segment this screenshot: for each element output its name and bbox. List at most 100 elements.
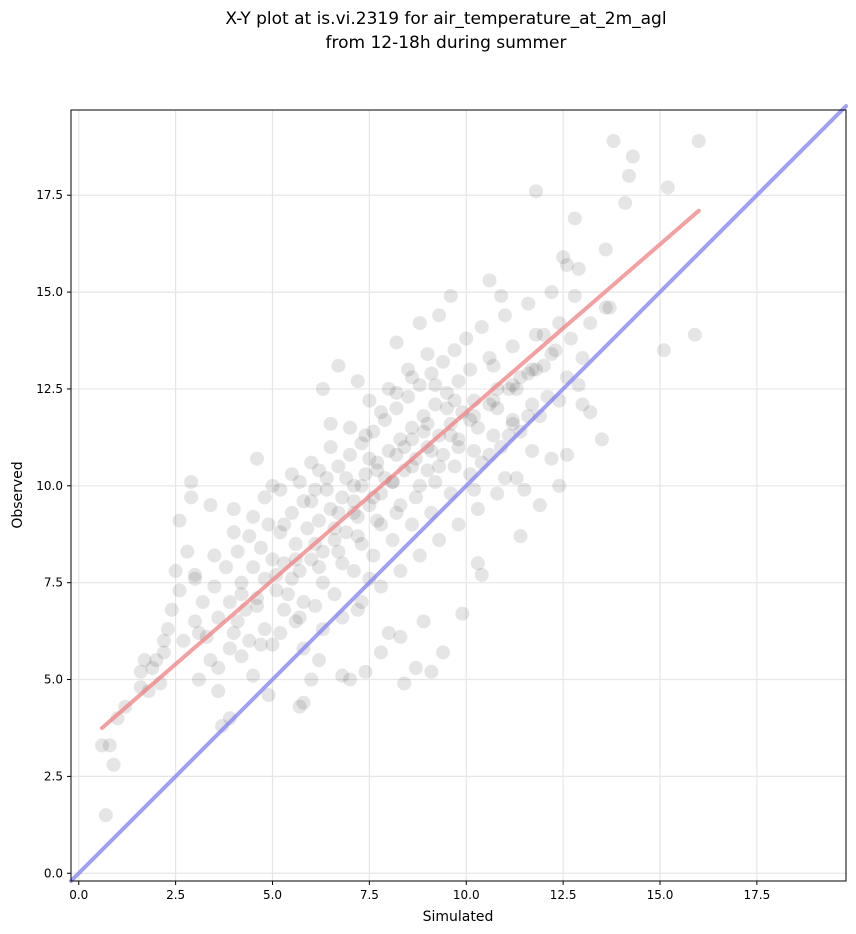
scatter-point: [137, 653, 152, 668]
scatter-point: [389, 447, 404, 462]
scatter-point: [560, 447, 574, 462]
scatter-point: [571, 261, 586, 276]
scatter-point: [467, 482, 481, 497]
scatter-point: [343, 447, 357, 462]
scatter-point: [482, 397, 497, 412]
x-tick-label: 12.5: [550, 888, 577, 902]
y-tick-label: 5.0: [44, 673, 63, 687]
scatter-point: [261, 688, 276, 703]
x-tick-label: 15.0: [647, 888, 674, 902]
scatter-point: [420, 347, 435, 362]
scatter-point: [207, 548, 222, 563]
scatter-point: [304, 672, 319, 687]
scatter-point: [350, 509, 365, 524]
scatter-point: [424, 366, 439, 381]
scatter-point: [389, 385, 404, 400]
scatter-point: [691, 133, 706, 148]
scatter-point: [273, 482, 288, 497]
scatter-point: [451, 517, 466, 532]
reference-lines: [69, 104, 848, 883]
scatter-point: [622, 168, 636, 183]
scatter-point: [486, 393, 501, 408]
scatter-point: [98, 808, 113, 823]
scatter-point: [389, 401, 404, 416]
scatter-point: [323, 440, 338, 455]
scatter-point: [184, 490, 199, 505]
scatter-point: [432, 533, 447, 548]
scatter-point: [335, 490, 350, 505]
x-tick-label: 17.5: [744, 888, 771, 902]
scatter-point: [296, 595, 311, 610]
scatter-point: [482, 273, 497, 288]
scatter-point: [343, 420, 357, 435]
scatter-point: [532, 409, 547, 424]
y-tick-label: 2.5: [44, 769, 63, 783]
scatter-point: [370, 513, 385, 528]
scatter-point: [521, 296, 536, 311]
scatter-point: [408, 660, 423, 675]
scatter-point: [436, 354, 450, 369]
scatter-point: [315, 381, 330, 396]
scatter-point: [525, 397, 540, 412]
scatter-point: [242, 529, 257, 544]
scatter-point: [350, 529, 365, 544]
scatter-point: [412, 316, 427, 331]
scatter-point: [304, 552, 319, 567]
scatter-point: [474, 567, 489, 582]
scatter-point: [343, 672, 357, 687]
scatter-point: [412, 548, 427, 563]
scatter-point: [455, 405, 470, 420]
scatter-point: [246, 668, 261, 683]
scatter-point: [482, 350, 497, 365]
scatter-point: [532, 498, 547, 513]
scatter-point: [405, 420, 419, 435]
scatter-point: [215, 719, 230, 734]
x-tick-label: 10.0: [453, 888, 480, 902]
scatter-point: [362, 571, 377, 586]
scatter-point: [401, 389, 416, 404]
scatter-point: [95, 738, 109, 753]
scatter-point: [598, 242, 613, 257]
scatter-point: [226, 502, 241, 517]
scatter-point: [486, 358, 501, 373]
scatter-point: [358, 467, 373, 482]
scatter-point: [234, 587, 249, 602]
scatter-point: [354, 436, 369, 451]
scatter-point: [273, 626, 288, 641]
scatter-point: [401, 362, 416, 377]
scatter-point: [389, 335, 404, 350]
scatter-point: [416, 424, 431, 439]
scatter-point: [544, 347, 559, 362]
scatter-point: [575, 350, 590, 365]
scatter-point: [439, 385, 454, 400]
scatter-point: [230, 544, 245, 559]
scatter-point: [548, 343, 563, 358]
scatter-point: [253, 540, 268, 555]
scatter-point: [168, 564, 183, 579]
scatter-point: [393, 564, 408, 579]
scatter-point: [234, 575, 249, 590]
scatter-point: [284, 571, 299, 586]
scatter-point: [393, 432, 408, 447]
scatter-point: [405, 517, 419, 532]
scatter-point: [362, 451, 377, 466]
scatter-point: [428, 378, 443, 393]
scatter-point: [594, 432, 609, 447]
scatter-point: [358, 664, 373, 679]
scatter-point: [265, 552, 280, 567]
scatter-point: [319, 482, 334, 497]
scatter-point: [583, 405, 598, 420]
scatter-point: [339, 471, 354, 486]
scatter-point: [513, 370, 528, 385]
scatter-point: [416, 409, 431, 424]
scatter-point: [377, 412, 392, 427]
regression-line: [100, 208, 701, 730]
scatter-point: [250, 451, 264, 466]
y-tick-label: 0.0: [44, 866, 63, 880]
scatter-point: [246, 509, 261, 524]
scatter-point: [381, 626, 396, 641]
scatter-point: [331, 358, 346, 373]
scatter-point: [389, 505, 404, 520]
scatter-point: [265, 478, 280, 493]
